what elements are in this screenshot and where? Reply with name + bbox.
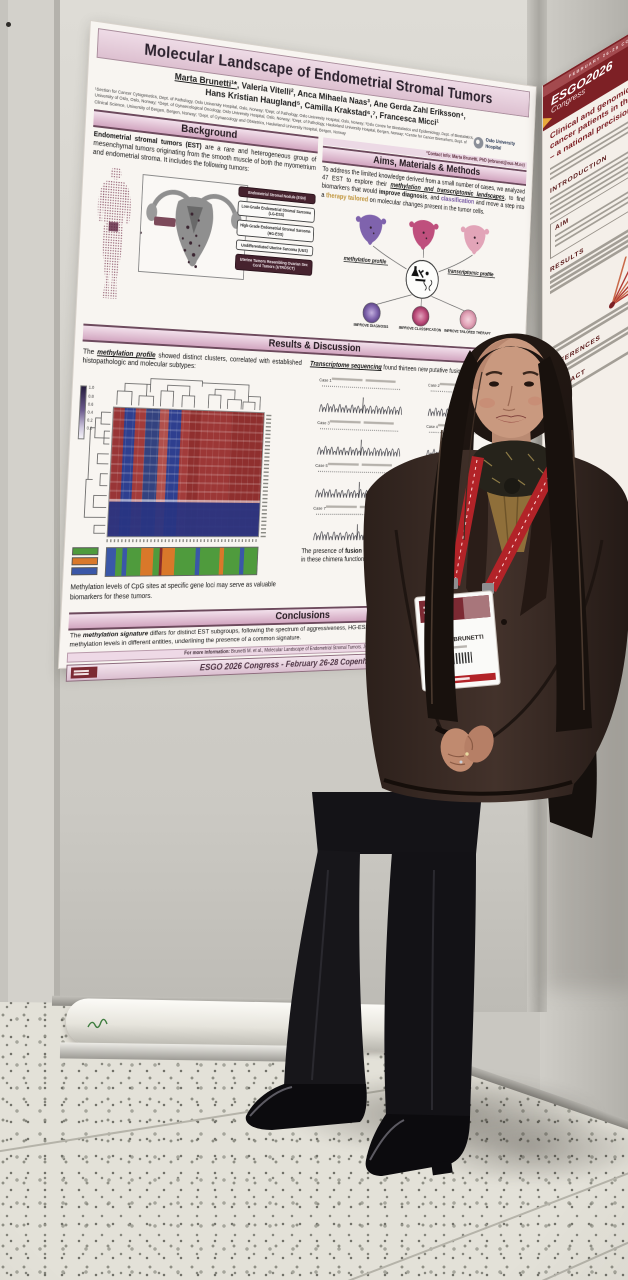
uterus-icon-pink: [460, 223, 490, 256]
uterus-diagram: [139, 175, 247, 268]
uterus-diagram-box: [137, 173, 249, 280]
floor-grout-line: [440, 1219, 628, 1280]
heatmap-legend: [70, 547, 99, 578]
svg-text:Case 2: Case 2: [428, 383, 440, 388]
chromatogram-case-2: Case 2: [427, 383, 517, 420]
eye-right: [524, 381, 534, 387]
svg-text:Case 3: Case 3: [317, 421, 330, 426]
svg-text:Case 4: Case 4: [426, 424, 438, 429]
ring: [459, 760, 463, 764]
methylation-profile-label: methylation profile: [344, 256, 387, 265]
badge-name: MARTA BRUNETTI: [431, 635, 485, 646]
lapel-left: [466, 452, 489, 614]
background-column: Background Endometrial stromal tumors (E…: [83, 109, 319, 337]
hands: [434, 725, 494, 772]
hospital-logo-icon: [473, 136, 484, 150]
boots: [245, 1084, 470, 1176]
transcriptomic-profile-label: transcriptomic profile: [448, 269, 494, 278]
top-columns: Background Endometrial stromal tumors (E…: [83, 109, 527, 350]
chromatogram-case-4: Case 4: [426, 424, 515, 460]
blouse: [486, 488, 538, 552]
chromatogram-case-7: Case 7: [312, 505, 409, 541]
legend-swatch-blue: [70, 567, 98, 576]
aims-column: *Contact info: Marta Brunetti, PhD (mbru…: [314, 137, 527, 350]
tumor-type-utrosct: Uterine Tumors Resembling Ovarian Sex Co…: [234, 253, 313, 276]
presenter: MARTA BRUNETTI: [245, 333, 628, 1176]
esgo-logo: [70, 666, 98, 679]
methods-diagram: methylation profile transcriptomic profi…: [322, 213, 519, 336]
neighbor-poster: FEBRUARY 26-28 COPENHAGEN ESGO2026Congre…: [542, 0, 628, 666]
chromatogram-case-3: Case 3: [316, 420, 412, 458]
hair-front: [424, 350, 592, 732]
green-marker-scribble: [87, 1018, 108, 1029]
hospital-logo-text: Oslo University Hospital: [485, 138, 516, 151]
scarf: [470, 440, 557, 497]
yellow-notch: [543, 112, 552, 129]
wall-screw: [6, 22, 11, 27]
trousers: [284, 792, 482, 1118]
background-figure: Endometrial Stromal Nodule (ESN) Low-Gra…: [84, 162, 316, 327]
uterus-icon-magenta: [408, 218, 440, 252]
lips: [496, 418, 526, 423]
outcome-label-2: IMPROVE CLASSIFICATION: [399, 325, 442, 332]
eye-left: [489, 381, 499, 387]
lanyard: [446, 456, 562, 594]
svg-text:Case 5: Case 5: [315, 463, 328, 468]
outcome-label-3: IMPROVE TAILORED THERAPY: [444, 328, 491, 336]
legend-swatch-green: [71, 547, 99, 556]
outcome-label-1: IMPROVE DIAGNOSIS: [354, 322, 389, 329]
ring: [465, 752, 469, 756]
uterus-icon-purple: [355, 213, 387, 247]
svg-text:Case 1: Case 1: [319, 378, 332, 383]
legend-swatch-orange: [71, 557, 99, 566]
chromatogram-case-5: Case 5: [314, 462, 411, 499]
dotted-body-figure: [97, 166, 132, 299]
results-fan-figure: [608, 243, 628, 309]
tumor-type-hgess: High-Grade Endometrial Stromal Sarcoma (…: [236, 219, 315, 243]
chromatogram-case-1: Case 1: [318, 377, 414, 416]
tumor-type-list: Endometrial Stromal Nodule (ESN) Low-Gra…: [234, 185, 316, 276]
svg-text:Case 7: Case 7: [313, 506, 326, 511]
main-poster: Molecular Landscape of Endometrial Strom…: [57, 19, 537, 682]
